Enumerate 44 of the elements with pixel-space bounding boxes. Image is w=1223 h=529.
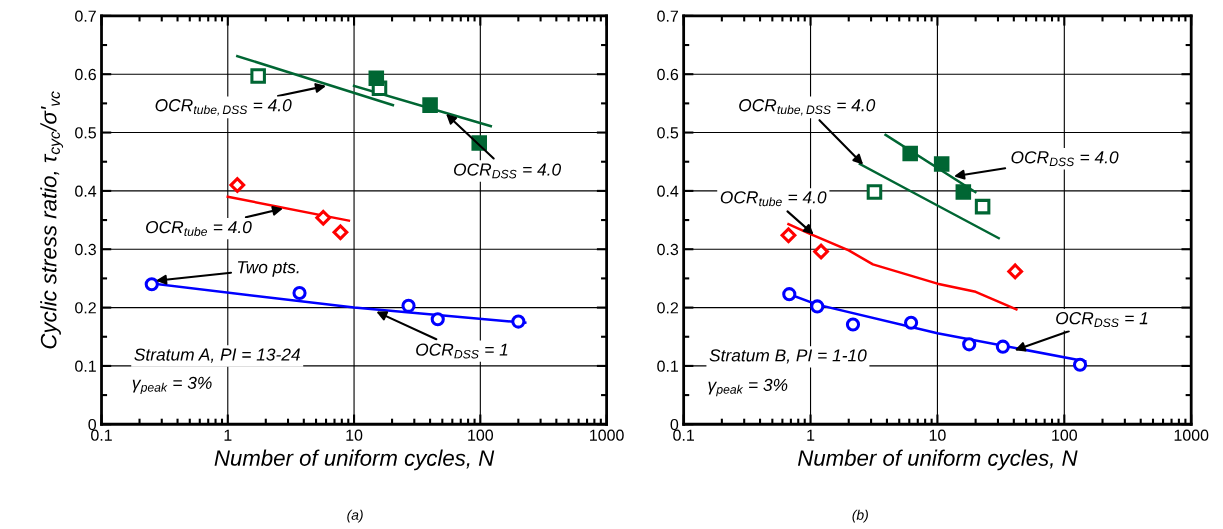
x-tick-label: 0.1 [673,429,694,441]
y-tick-label: 0.4 [75,185,97,197]
x-tick-label: 1000 [1174,429,1209,441]
x-tick-label: 10 [346,429,363,441]
y-tick-label: 0.4 [657,185,679,197]
annotation: OCR$_{tube}$ = 4.0 [720,191,827,207]
text: (a) [347,509,363,523]
y-tick-label: 0.2 [657,302,678,314]
annotation: OCR$_{tube,DSS}$ = 4.0 [155,99,292,116]
y-tick-label: 0.3 [657,243,679,256]
annotation: Two pts. [237,261,299,277]
y-axis-title: Cyclic stress ratio, τ$_{cyc}$/σ'$_{vc}$ [40,91,64,349]
x-tick-label: 100 [1052,429,1078,441]
annotation: OCR$_{DSS}$ = 1 [416,343,508,359]
y-tick-label: 0.1 [657,360,679,372]
x-tick-label: 10 [929,429,946,441]
y-tick-label: 0 [88,418,97,431]
y-tick-label: 0.7 [657,10,678,22]
annotation: γ$_{peak}$ = 3% [132,376,212,395]
annotation: OCR$_{tube}$ = 4.0 [146,220,252,236]
annotation: Stratum A, PI = 13-24 [134,348,300,363]
y-tick-label: 0.5 [75,127,96,139]
annotation: OCR$_{DSS}$ = 4.0 [454,163,562,179]
y-tick-label: 0.5 [657,127,679,139]
y-tick-label: 0.2 [75,302,96,314]
annotation: OCR$_{DSS}$ = 4.0 [1011,151,1119,167]
annotation: Stratum B, PI = 1-10 [709,349,867,364]
y-tick-label: 0.7 [75,10,96,22]
y-tick-label: 0.3 [75,243,96,256]
x-tick-label: 0.1 [91,429,112,441]
y-tick-label: 0.6 [657,68,679,81]
text: (b) [852,509,868,523]
x-tick-label: 100 [468,429,494,441]
annotation: OCR$_{tube,DSS}$ = 4.0 [739,99,876,116]
y-tick-label: 0.6 [75,68,96,81]
annotation: γ$_{peak}$ = 3% [708,378,788,397]
y-tick-label: 0.1 [75,360,96,372]
x-tick-label: 1 [224,429,232,441]
x-tick-label: 1000 [590,429,624,441]
y-tick-label: 0 [670,418,679,431]
x-axis-title: Number of uniform cycles, N [214,449,495,471]
x-tick-label: 1 [807,429,815,441]
x-axis-title: Number of uniform cycles, N [797,449,1078,471]
annotation: OCR$_{DSS}$ = 1 [1056,312,1148,328]
